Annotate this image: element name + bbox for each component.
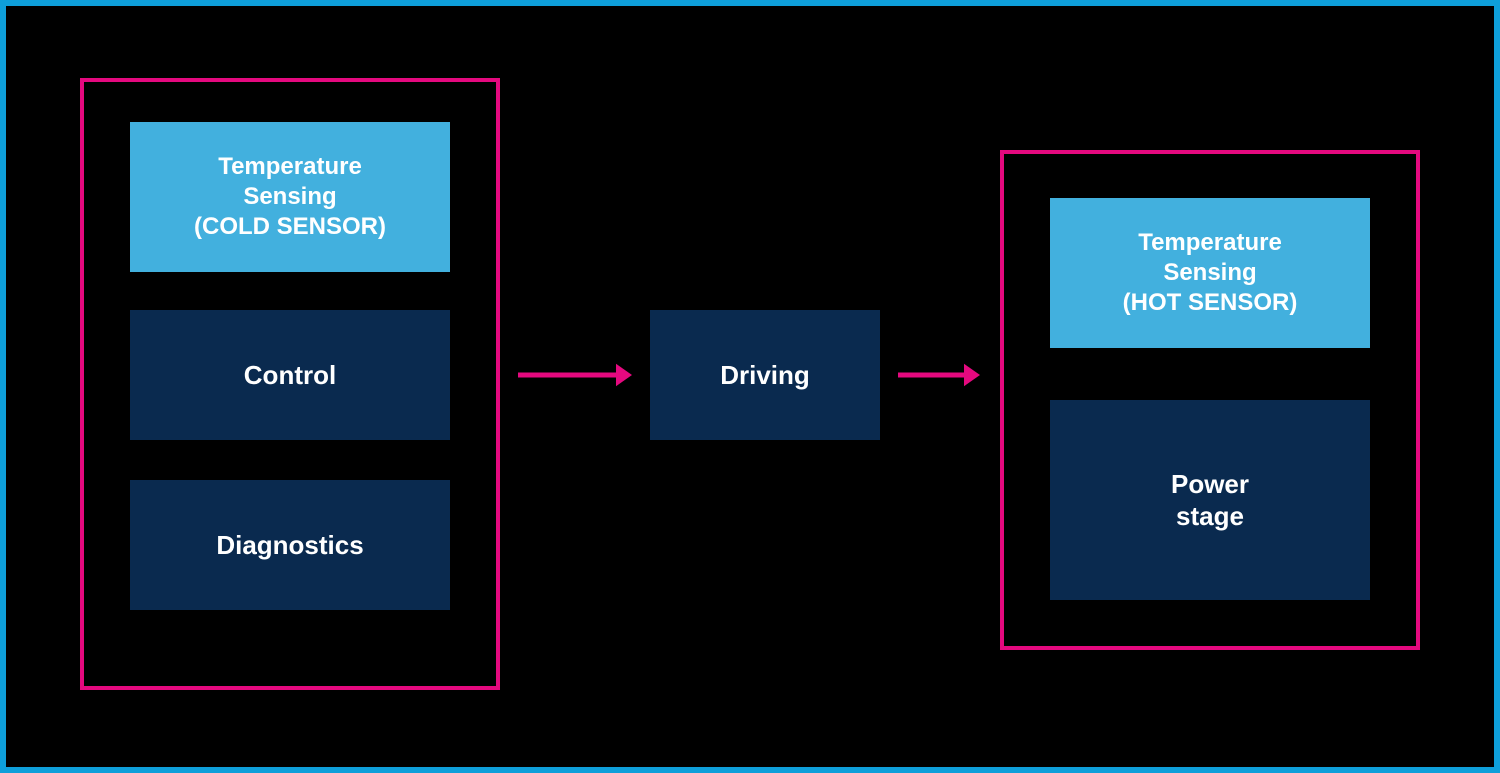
block-driving: Driving — [650, 310, 880, 440]
block-label-hot-sensor: Temperature Sensing (HOT SENSOR) — [1123, 228, 1298, 318]
block-diagnostics: Diagnostics — [130, 480, 450, 610]
block-label-diagnostics: Diagnostics — [216, 529, 363, 562]
diagram-canvas: Temperature Sensing (COLD SENSOR) Control… — [0, 0, 1500, 773]
arrow-left-to-driving — [518, 359, 648, 391]
block-cold-sensor: Temperature Sensing (COLD SENSOR) — [130, 122, 450, 272]
block-power-stage: Power stage — [1050, 400, 1370, 600]
arrow-driving-to-right — [898, 359, 996, 391]
block-label-power-stage: Power stage — [1171, 468, 1249, 533]
block-control: Control — [130, 310, 450, 440]
block-label-control: Control — [244, 359, 336, 392]
block-hot-sensor: Temperature Sensing (HOT SENSOR) — [1050, 198, 1370, 348]
block-label-cold-sensor: Temperature Sensing (COLD SENSOR) — [194, 152, 386, 242]
block-label-driving: Driving — [720, 359, 810, 392]
